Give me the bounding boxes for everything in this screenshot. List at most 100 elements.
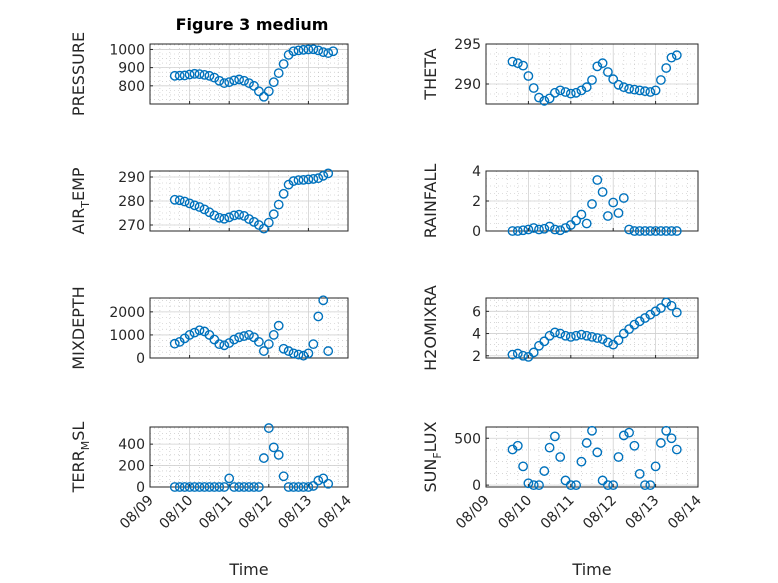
- data-point: [512, 58, 523, 69]
- data-point: [587, 425, 597, 436]
- data-point: [273, 199, 284, 210]
- data-point: [278, 343, 289, 354]
- data-point: [189, 482, 200, 492]
- data-point: [214, 212, 225, 223]
- data-point: [650, 461, 661, 472]
- x-tick-label: 08/14: [315, 492, 355, 532]
- data-point: [184, 69, 195, 80]
- data-point: [640, 313, 650, 323]
- data-point: [661, 226, 672, 236]
- data-point: [194, 202, 205, 212]
- data-point: [661, 297, 672, 308]
- y-tick-label: 0: [472, 224, 481, 240]
- data-point: [608, 74, 619, 85]
- subplot-7: 0 200 400 TERRMSL 08/09 08/10 08/11 08/12 08/13 0…: [69, 422, 355, 579]
- data-point: [560, 330, 571, 341]
- data-point: [268, 209, 279, 220]
- x-tick-label: 08/13: [623, 493, 663, 533]
- data-point: [328, 46, 339, 57]
- data-point: [313, 45, 324, 56]
- data-point: [512, 348, 523, 359]
- data-point: [587, 331, 597, 342]
- data-point: [528, 83, 539, 93]
- data-point: [634, 468, 645, 479]
- data-point: [189, 327, 200, 338]
- data-point: [244, 482, 254, 492]
- data-point: [318, 473, 329, 484]
- subplot-2: 290 295 THETA: [421, 37, 699, 106]
- data-point: [323, 346, 334, 356]
- data-point: [550, 224, 560, 235]
- data-point: [224, 212, 235, 223]
- data-point: [214, 482, 225, 492]
- data-point: [184, 330, 195, 340]
- data-point: [523, 478, 534, 489]
- data-point: [656, 226, 666, 236]
- y-tick-label: 0: [136, 351, 145, 367]
- data-point: [539, 466, 550, 476]
- data-point: [555, 225, 566, 236]
- data-point: [518, 225, 528, 236]
- data-point: [219, 213, 230, 224]
- y-tick-label: 200: [118, 459, 145, 475]
- x-tick-label: 08/11: [196, 493, 236, 533]
- data-point: [258, 91, 269, 102]
- data-point: [224, 473, 235, 484]
- data-point: [576, 85, 587, 96]
- data-point: [234, 482, 245, 492]
- data-point: [169, 338, 180, 349]
- data-point: [539, 336, 550, 347]
- data-point: [253, 86, 264, 97]
- axes-border: [149, 426, 349, 488]
- data-point: [671, 50, 682, 61]
- data-point: [308, 174, 319, 184]
- data-point: [565, 88, 576, 99]
- data-point: [229, 75, 240, 86]
- axes-border: [485, 170, 699, 232]
- data-point: [204, 70, 215, 81]
- data-point: [258, 453, 269, 463]
- data-point: [224, 77, 235, 88]
- data-point: [587, 199, 597, 209]
- y-axis-label: RAINFALL: [421, 164, 440, 239]
- data-point: [544, 330, 555, 341]
- data-point: [169, 70, 180, 81]
- data-point: [303, 44, 314, 55]
- x-tick-label: 08/12: [236, 493, 276, 533]
- y-tick-label: 290: [118, 170, 145, 186]
- x-tick-label: 08/09: [453, 493, 493, 533]
- subplot-1: 800 900 1000 PRESSURE: [69, 32, 349, 116]
- data-point: [313, 475, 324, 486]
- data-point: [603, 480, 613, 491]
- axes-border: [485, 43, 699, 105]
- data-point: [204, 482, 215, 492]
- data-point: [288, 482, 299, 492]
- data-point: [179, 482, 190, 492]
- data-point: [581, 82, 592, 93]
- data-point: [650, 85, 661, 96]
- data-point: [571, 480, 581, 491]
- data-point: [288, 348, 299, 359]
- x-axis-label: Time: [228, 560, 268, 579]
- y-axis-label: PRESSURE: [69, 32, 88, 116]
- data-point: [571, 215, 581, 226]
- data-point: [613, 452, 624, 462]
- data-point: [229, 482, 240, 492]
- data-point: [288, 46, 299, 57]
- data-point: [268, 442, 279, 453]
- data-point: [318, 170, 329, 181]
- data-point: [528, 223, 539, 233]
- data-point: [184, 482, 195, 492]
- data-point: [576, 329, 587, 340]
- data-point: [645, 87, 656, 97]
- data-point: [214, 339, 225, 350]
- data-point: [308, 44, 319, 55]
- y-axis-label: THETA: [421, 48, 440, 100]
- data-point: [273, 320, 284, 331]
- y-tick-label: 6: [472, 304, 481, 320]
- data-point: [645, 480, 656, 491]
- data-point: [303, 482, 314, 492]
- data-point: [523, 71, 534, 81]
- y-tick-label: 0: [136, 480, 145, 496]
